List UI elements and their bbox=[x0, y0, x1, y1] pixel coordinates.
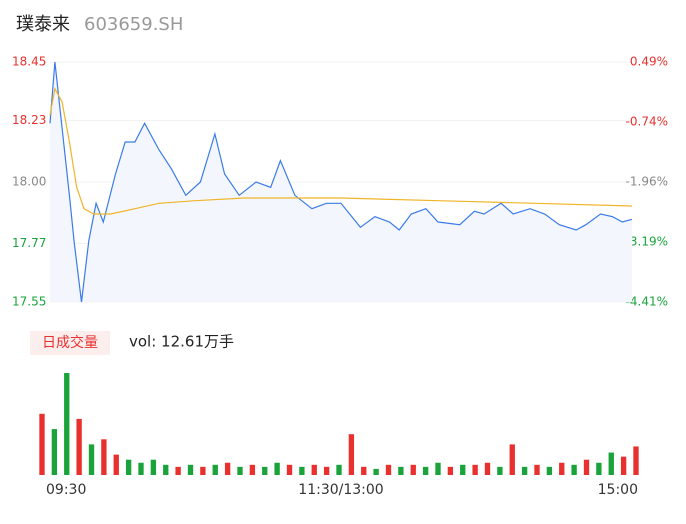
volume-button[interactable]: 日成交量 bbox=[42, 334, 98, 351]
volume-bar bbox=[447, 466, 454, 475]
volume-bar bbox=[113, 454, 119, 475]
volume-bar bbox=[608, 452, 614, 475]
volume-bar bbox=[373, 468, 379, 475]
volume-bar bbox=[361, 466, 367, 475]
x-tick-label: 11:30/13:00 bbox=[298, 482, 383, 498]
volume-bar bbox=[633, 446, 639, 475]
y-tick-label: 17.77 bbox=[12, 236, 46, 250]
y-tick-label: 18.45 bbox=[12, 55, 46, 69]
volume-bar bbox=[435, 462, 441, 475]
y-tick-label: 18.23 bbox=[12, 113, 46, 127]
volume-bar bbox=[187, 464, 194, 475]
volume-label: vol: 12.61万手 bbox=[129, 333, 234, 351]
line-price bbox=[49, 61, 633, 303]
stock-code: 603659.SH bbox=[84, 14, 183, 35]
volume-bar bbox=[274, 462, 280, 475]
volume-bar bbox=[348, 434, 355, 475]
volume-bar bbox=[150, 459, 157, 475]
volume-bar bbox=[76, 418, 82, 475]
x-tick-label: 09:30 bbox=[46, 482, 86, 498]
volume-bar bbox=[323, 466, 330, 475]
volume-bar bbox=[336, 464, 342, 475]
volume-bar bbox=[410, 464, 416, 475]
volume-bar bbox=[249, 464, 256, 475]
volume-bar bbox=[460, 464, 466, 475]
x-tick-label: 15:00 bbox=[598, 482, 638, 498]
volume-bar bbox=[286, 464, 293, 475]
volume-bar bbox=[385, 464, 392, 475]
volume-bar bbox=[51, 429, 58, 475]
volume-bar bbox=[398, 466, 404, 475]
volume-bar bbox=[311, 464, 317, 475]
volume-bar bbox=[138, 462, 144, 475]
volume-bar bbox=[497, 466, 503, 475]
volume-bar bbox=[422, 466, 429, 475]
volume-bar bbox=[484, 462, 491, 475]
volume-bar bbox=[509, 444, 515, 475]
volume-button-bg[interactable] bbox=[30, 331, 110, 355]
volume-bar bbox=[175, 466, 181, 475]
price-area bbox=[50, 62, 632, 302]
volume-bar bbox=[596, 462, 602, 475]
volume-bar bbox=[64, 373, 70, 475]
y2-tick-label: 0.49% bbox=[630, 55, 668, 69]
volume-bar bbox=[39, 413, 45, 475]
volume-bar bbox=[521, 466, 528, 475]
volume-bar bbox=[472, 464, 478, 475]
volume-bar bbox=[299, 466, 305, 475]
y2-tick-label: -0.74% bbox=[626, 115, 668, 129]
volume-bar bbox=[200, 466, 206, 475]
line-average bbox=[49, 86, 633, 215]
volume-bar bbox=[237, 466, 243, 475]
y-tick-label: 17.55 bbox=[12, 295, 46, 309]
volume-bar bbox=[583, 459, 590, 475]
volume-bar bbox=[262, 466, 268, 475]
volume-bar bbox=[163, 464, 169, 475]
y2-tick-label: -1.96% bbox=[626, 175, 668, 189]
volume-bar bbox=[620, 456, 627, 475]
volume-bar bbox=[212, 464, 218, 475]
volume-bar bbox=[546, 466, 553, 475]
volume-bar bbox=[571, 464, 577, 475]
y2-tick-label: -3.19% bbox=[626, 235, 668, 249]
y2-tick-label: -4.41% bbox=[626, 295, 668, 309]
y-tick-label: 18.00 bbox=[12, 175, 46, 189]
volume-bar bbox=[224, 462, 231, 475]
volume-bar bbox=[559, 462, 565, 475]
volume-bar bbox=[101, 439, 107, 475]
volume-bar bbox=[88, 444, 95, 475]
stock-name: 璞泰来 bbox=[16, 14, 70, 35]
volume-bar bbox=[125, 459, 132, 475]
volume-bar bbox=[534, 464, 540, 475]
